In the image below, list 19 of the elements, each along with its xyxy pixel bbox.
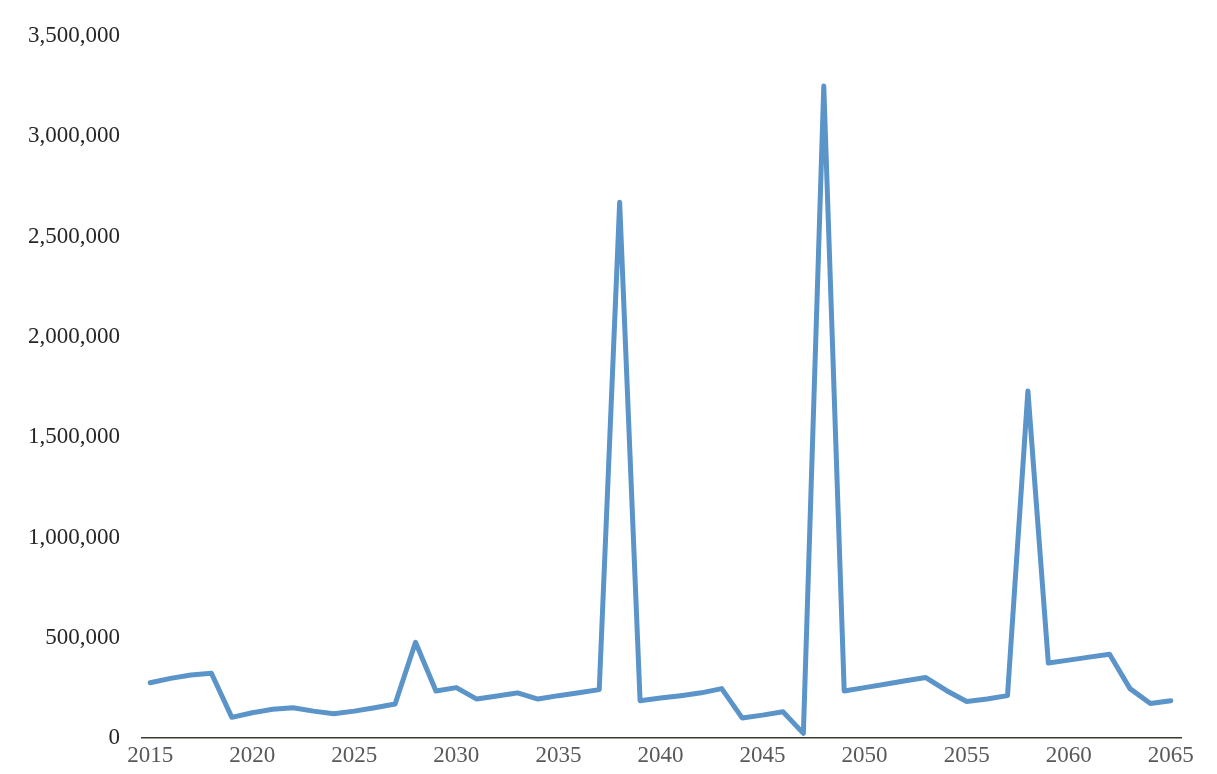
x-tick-label: 2050 xyxy=(841,742,888,768)
y-tick-label: 3,500,000 xyxy=(28,21,120,47)
x-tick-label: 2020 xyxy=(229,742,276,768)
y-tick-label: 2,000,000 xyxy=(28,322,120,348)
y-tick-label: 0 xyxy=(108,724,120,750)
x-tick-label: 2015 xyxy=(127,742,174,768)
x-tick-label: 2035 xyxy=(535,742,582,768)
x-tick-label: 2025 xyxy=(331,742,378,768)
x-tick-label: 2040 xyxy=(637,742,684,768)
y-tick-label: 3,000,000 xyxy=(28,122,120,148)
x-tick-label: 2045 xyxy=(739,742,786,768)
y-tick-label: 1,000,000 xyxy=(28,523,120,549)
x-tick-label: 2030 xyxy=(433,742,480,768)
x-tick-label: 2065 xyxy=(1147,742,1194,768)
x-tick-label: 2055 xyxy=(943,742,990,768)
x-tick-label: 2060 xyxy=(1045,742,1092,768)
y-tick-label: 1,500,000 xyxy=(28,423,120,449)
y-tick-label: 2,500,000 xyxy=(28,222,120,248)
y-tick-label: 500,000 xyxy=(45,623,120,649)
